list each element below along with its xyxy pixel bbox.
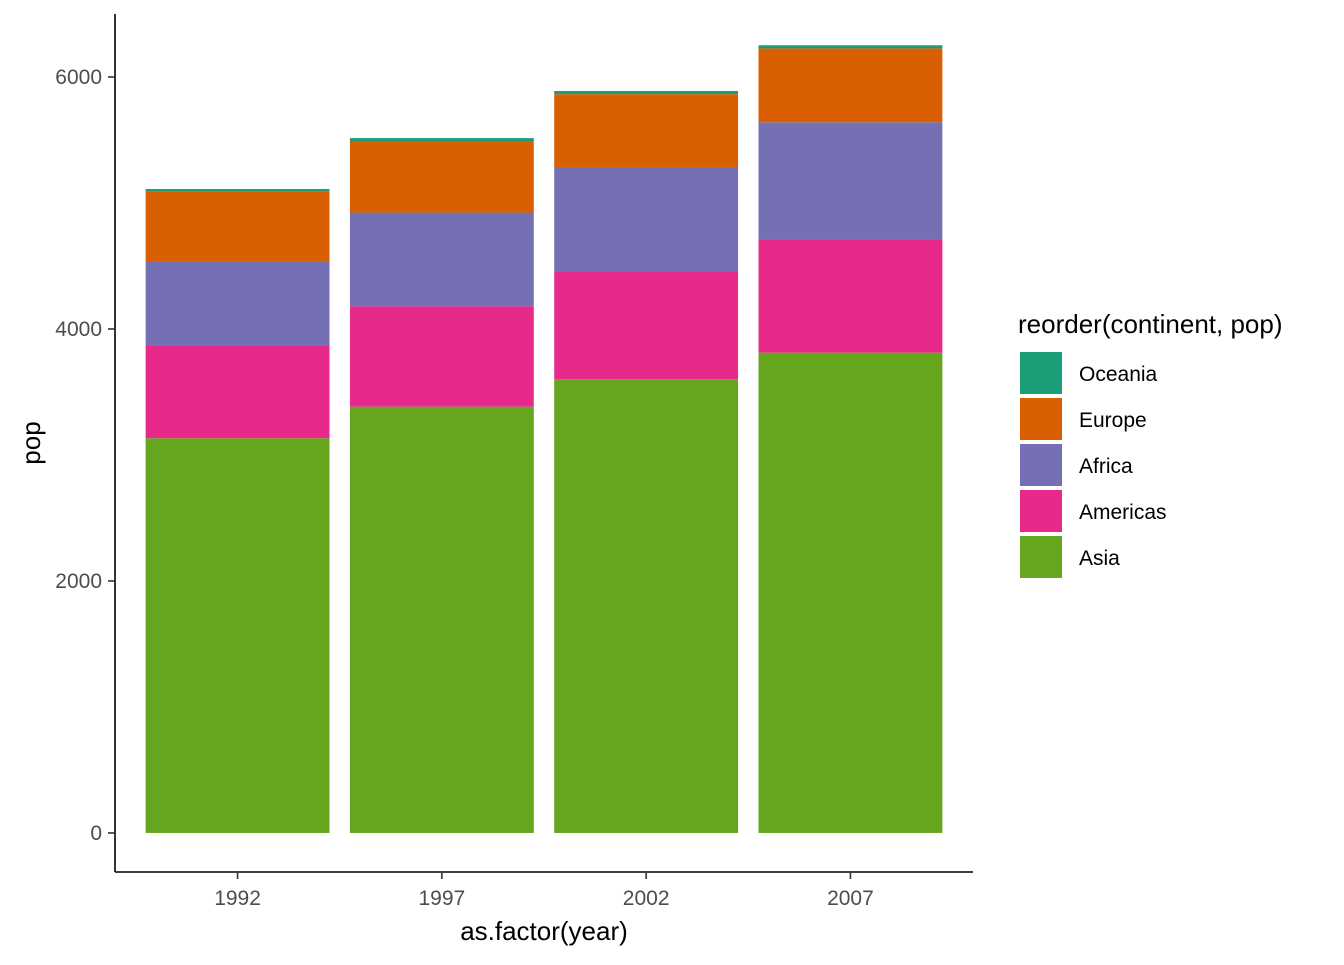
bar-1992-oceania xyxy=(145,189,330,192)
bar-2007-asia xyxy=(758,352,943,833)
bar-1997-asia xyxy=(349,406,534,833)
x-tick-label: 2002 xyxy=(623,887,670,910)
bar-1992-europe xyxy=(145,191,330,262)
legend-swatch-europe xyxy=(1020,398,1062,440)
legend-swatch-oceania xyxy=(1020,352,1062,394)
y-tick-label: 2000 xyxy=(55,570,102,593)
y-tick-label: 0 xyxy=(90,822,102,845)
legend-swatch-africa xyxy=(1020,444,1062,486)
bar-1992-americas xyxy=(145,345,330,439)
y-tick-label: 4000 xyxy=(55,318,102,341)
x-tick-label: 2007 xyxy=(827,887,874,910)
bar-2007-americas xyxy=(758,239,943,353)
legend-swatch-americas xyxy=(1020,490,1062,532)
x-tick-label: 1997 xyxy=(418,887,465,910)
bar-2002-americas xyxy=(554,272,739,380)
x-axis-title: as.factor(year) xyxy=(460,916,628,946)
bars-group xyxy=(145,45,943,833)
y-axis-title: pop xyxy=(16,421,46,464)
legend-label-europe: Europe xyxy=(1079,409,1147,432)
y-axis-ticks: 0 2000 4000 6000 xyxy=(55,66,115,845)
bar-1997-americas xyxy=(349,306,534,407)
legend-label-oceania: Oceania xyxy=(1079,363,1158,386)
bar-2007-oceania xyxy=(758,45,943,49)
bar-2002-oceania xyxy=(554,90,739,95)
legend-label-africa: Africa xyxy=(1079,455,1133,478)
bar-2002-africa xyxy=(554,166,739,273)
legend-label-americas: Americas xyxy=(1079,501,1167,524)
legend-swatch-asia xyxy=(1020,536,1062,578)
bar-2002-asia xyxy=(554,379,739,833)
legend-title: reorder(continent, pop) xyxy=(1018,309,1282,339)
legend: reorder(continent, pop) Oceania Europe Afr… xyxy=(1018,309,1282,578)
bar-1992-africa xyxy=(145,261,330,346)
bar-1997-europe xyxy=(349,141,534,213)
bar-2007-europe xyxy=(758,48,943,123)
bar-2007-africa xyxy=(758,122,943,240)
bar-1997-africa xyxy=(349,212,534,307)
legend-items: Oceania Europe Africa Americas Asia xyxy=(1020,352,1167,578)
legend-label-asia: Asia xyxy=(1079,547,1120,570)
bar-1997-oceania xyxy=(349,138,534,141)
x-tick-label: 1992 xyxy=(214,887,261,910)
bar-1992-asia xyxy=(145,438,330,833)
x-axis-ticks: 1992 1997 2002 2007 xyxy=(214,872,874,910)
bar-2002-europe xyxy=(554,94,739,167)
y-tick-label: 6000 xyxy=(55,66,102,89)
